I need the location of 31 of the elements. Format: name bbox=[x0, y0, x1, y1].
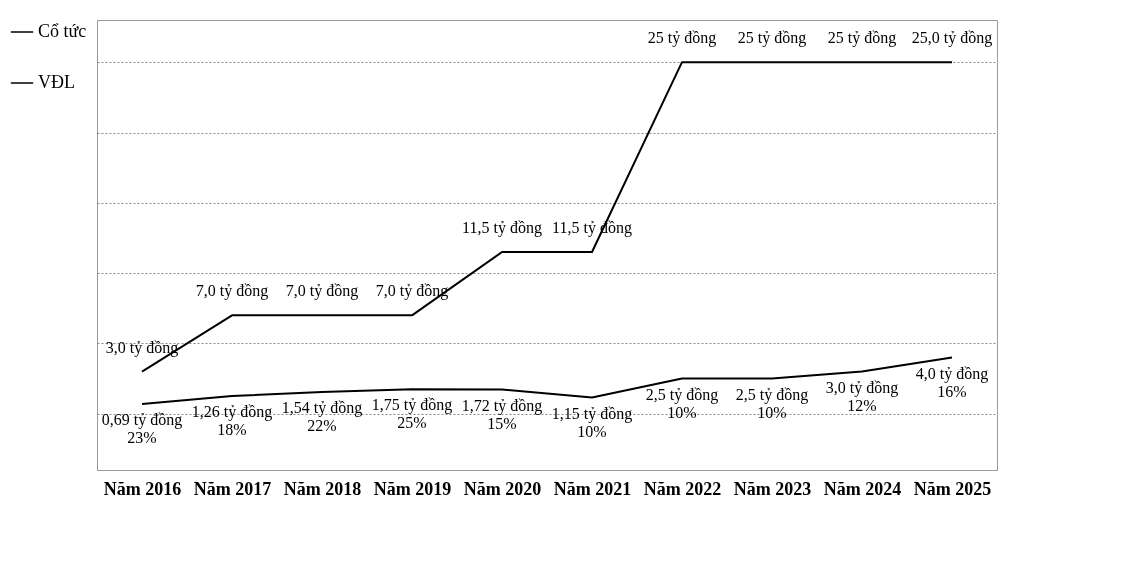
x-tick-label: Năm 2024 bbox=[823, 478, 902, 499]
data-label: 7,0 tỷ đồng bbox=[375, 282, 449, 301]
data-label: 11,5 tỷ đồng bbox=[462, 219, 542, 238]
data-label: 25 tỷ đồng bbox=[737, 29, 807, 48]
data-label: 2,5 tỷ đồng 10% bbox=[735, 385, 809, 421]
data-label: 1,75 tỷ đồng 25% bbox=[371, 396, 453, 432]
data-label: 2,5 tỷ đồng 10% bbox=[645, 385, 719, 421]
data-label: 7,0 tỷ đồng bbox=[285, 282, 359, 301]
data-label: 3,0 tỷ đồng 12% bbox=[825, 378, 899, 414]
data-label: 25 tỷ đồng bbox=[827, 29, 897, 48]
x-tick-label: Năm 2023 bbox=[733, 478, 812, 499]
x-tick-label: Năm 2021 bbox=[553, 478, 632, 499]
x-tick-label: Năm 2018 bbox=[283, 478, 362, 499]
data-label: 1,15 tỷ đồng 10% bbox=[551, 404, 633, 440]
x-tick-label: Năm 2017 bbox=[193, 478, 272, 499]
data-label: 4,0 tỷ đồng 16% bbox=[915, 364, 989, 400]
data-label: 1,72 tỷ đồng 15% bbox=[461, 396, 543, 432]
legend-label: Cổ tức bbox=[38, 21, 87, 41]
x-tick-label: Năm 2020 bbox=[463, 478, 542, 499]
x-tick-label: Năm 2022 bbox=[643, 478, 722, 499]
data-label: 25 tỷ đồng bbox=[647, 29, 717, 48]
data-label: 3,0 tỷ đồng bbox=[105, 338, 179, 357]
data-label: 0,69 tỷ đồng 23% bbox=[101, 411, 183, 447]
data-label: 7,0 tỷ đồng bbox=[195, 282, 269, 301]
data-label: 1,26 tỷ đồng 18% bbox=[191, 403, 273, 439]
data-label: 1,54 tỷ đồng 22% bbox=[281, 399, 363, 435]
x-tick-label: Năm 2025 bbox=[913, 478, 992, 499]
data-label: 25,0 tỷ đồng bbox=[911, 29, 993, 48]
legend-label: VĐL bbox=[38, 72, 75, 92]
x-tick-label: Năm 2019 bbox=[373, 478, 452, 499]
x-tick-label: Năm 2016 bbox=[103, 478, 182, 499]
